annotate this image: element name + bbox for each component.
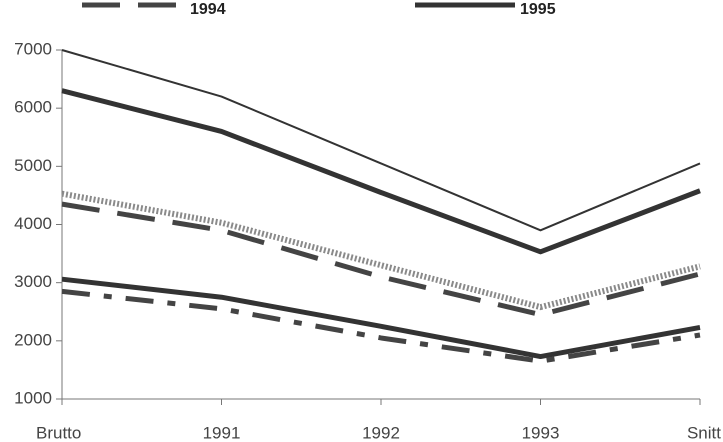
x-tick-label: 1993 (522, 423, 560, 442)
y-tick-label: 7000 (14, 39, 52, 58)
y-tick-label: 4000 (14, 214, 52, 233)
y-tick-label: 2000 (14, 330, 52, 349)
x-tick-label: Snitt (687, 423, 721, 442)
x-tick-label: Brutto (36, 423, 81, 442)
series-line (61, 49, 701, 232)
series-line (61, 190, 701, 311)
y-tick-label: 5000 (14, 156, 52, 175)
series-line (61, 288, 701, 364)
series-line (61, 201, 701, 318)
x-tick-label: 1992 (362, 423, 400, 442)
y-tick-label: 1000 (14, 388, 52, 407)
series-line (61, 276, 701, 360)
legend-label: 1994 (190, 1, 226, 18)
legend-label: 1995 (520, 1, 556, 18)
y-tick-label: 3000 (14, 272, 52, 291)
series-line (61, 88, 701, 255)
x-tick-label: 1991 (203, 423, 241, 442)
y-tick-label: 6000 (14, 98, 52, 117)
